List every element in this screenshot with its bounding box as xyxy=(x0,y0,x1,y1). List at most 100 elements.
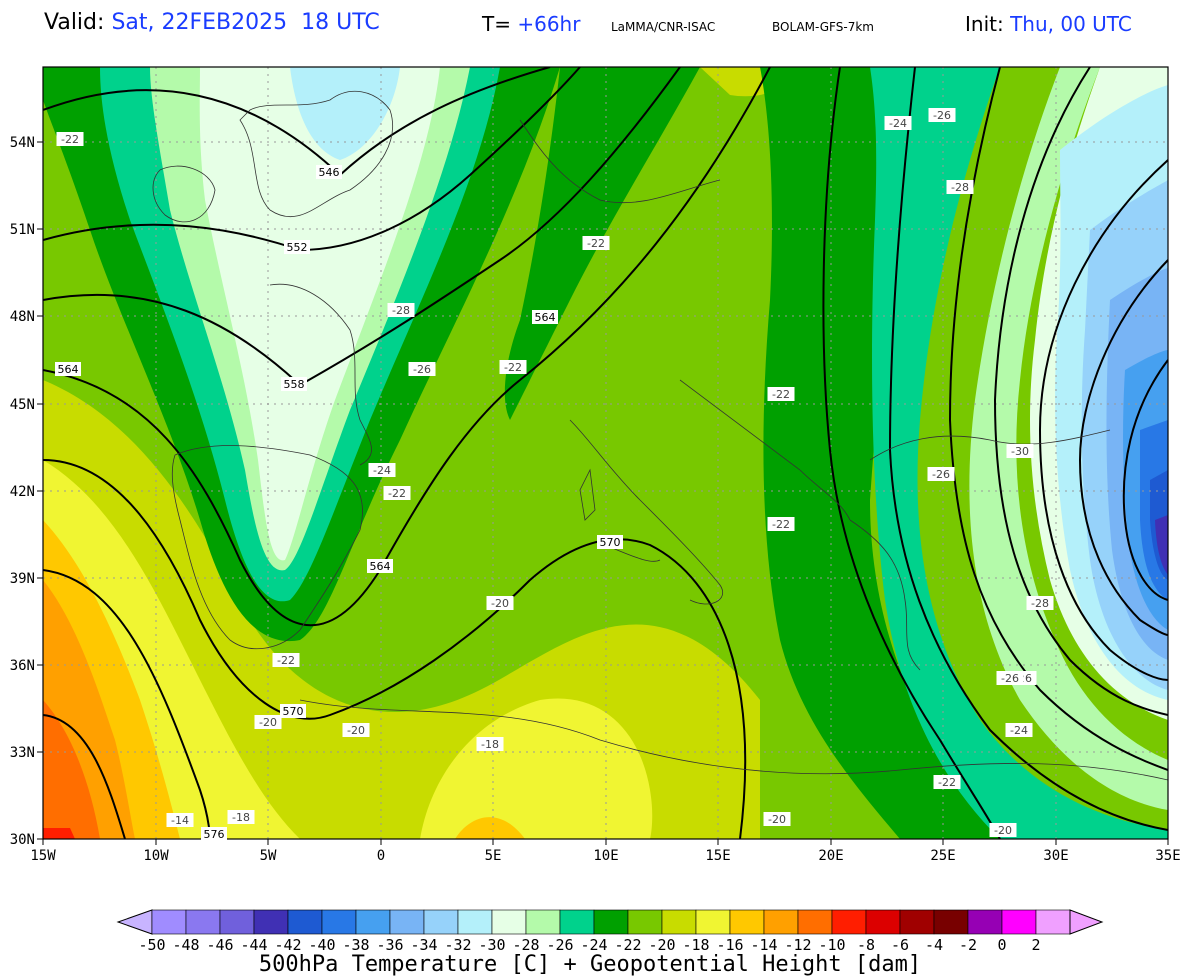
colorbar-swatch xyxy=(559,909,595,935)
colorbar-swatch xyxy=(321,909,357,935)
model-label: BOLAM-GFS-7km xyxy=(772,20,874,34)
height-label-bg xyxy=(597,535,623,549)
temp-contour-label: -22 xyxy=(587,237,605,250)
temp-label-bg xyxy=(56,132,84,146)
colorbar-label: -16 xyxy=(716,936,743,954)
colorbar-min-arrow xyxy=(116,909,153,935)
height-contour-label: 546 xyxy=(319,166,340,179)
colorbar-label: -6 xyxy=(891,936,909,954)
temperature-labels: -22 -22 -28 -26 -22 -22 -24 -22 -22 -20 -22 -20 -20 -… xyxy=(56,108,1054,837)
longitude-ticks: 15W 10W 5W 0 5E 10E 15E 20E 25E 30E 35E xyxy=(30,839,1180,864)
temp-contour-label: -30 xyxy=(1011,445,1029,458)
colorbar-label: -36 xyxy=(376,936,403,954)
temp-label-bg xyxy=(1026,596,1054,610)
temp-contour-label: -22 xyxy=(61,133,79,146)
temp-contour-label: -20 xyxy=(347,724,365,737)
colorbar-swatch xyxy=(355,909,391,935)
height-contour-label: 558 xyxy=(284,378,305,391)
colorbar-label: 0 xyxy=(997,936,1006,954)
colorbar-swatch xyxy=(865,909,901,935)
temp-contour-label: -26 xyxy=(933,109,951,122)
temp-contour-label: -28 xyxy=(392,304,410,317)
colorbar-swatch xyxy=(287,909,323,935)
temp-label-bg xyxy=(582,236,610,250)
colorbar-label: -48 xyxy=(172,936,199,954)
colorbar-swatch xyxy=(967,909,1003,935)
temp-contour-label: -28 xyxy=(951,181,969,194)
lon-tick-label: 25E xyxy=(930,848,955,864)
colorbar-label: -22 xyxy=(614,936,641,954)
temp-label-bg xyxy=(408,362,436,376)
colorbar-label: 2 xyxy=(1031,936,1040,954)
lon-tick-label: 0 xyxy=(377,848,385,864)
colorbar-swatch xyxy=(525,909,561,935)
lon-tick-label: 30E xyxy=(1043,848,1068,864)
colorbar-swatch xyxy=(763,909,799,935)
lat-tick-label: 30N xyxy=(10,832,35,848)
step-value: +66hr xyxy=(517,12,581,36)
colorbar-title: 500hPa Temperature [C] + Geopotential He… xyxy=(258,952,922,977)
temp-label-bg xyxy=(1006,444,1034,458)
colorbar-swatch xyxy=(151,909,187,935)
height-contour-label: 564 xyxy=(370,560,391,573)
lon-tick-label: 20E xyxy=(818,848,843,864)
step-label: T= xyxy=(482,12,511,36)
colorbar-label: -34 xyxy=(410,936,437,954)
temp-contour-label: -24 xyxy=(889,117,907,130)
colorbar-label: -44 xyxy=(240,936,267,954)
colorbar-label: -28 xyxy=(512,936,539,954)
height-labels: 546 552 558 564 564 564 570 570 576 xyxy=(55,165,623,841)
height-label-bg xyxy=(532,310,558,324)
colorbar: -50 -48 -46 -44 -42 -40 -38 -36 -34 -32 -30 -28 -26-… xyxy=(116,909,1104,954)
colorbar-label: -20 xyxy=(648,936,675,954)
temp-contour-label: -18 xyxy=(481,738,499,751)
temp-contour-label: -20 xyxy=(259,716,277,729)
coastlines xyxy=(152,91,1168,781)
lon-tick-label: 35E xyxy=(1155,848,1180,864)
temperature-field xyxy=(43,67,1168,839)
colorbar-label: -8 xyxy=(857,936,875,954)
colorbar-label: -18 xyxy=(682,936,709,954)
temp-label-bg xyxy=(933,775,961,789)
height-contour-label: 564 xyxy=(58,363,79,376)
init-value: Thu, 00 UTC xyxy=(1010,12,1132,36)
temp-label-bg xyxy=(989,823,1017,837)
height-label-bg xyxy=(201,827,227,841)
temp-contour-label: -20 xyxy=(768,813,786,826)
temp-label-bg xyxy=(486,596,514,610)
height-label-bg xyxy=(367,559,393,573)
colorbar-swatch xyxy=(253,909,289,935)
height-contour-label: 564 xyxy=(535,311,556,324)
colorbar-swatch xyxy=(797,909,833,935)
height-label-bg xyxy=(280,704,306,718)
colorbar-swatch xyxy=(491,909,527,935)
colorbar-swatch xyxy=(695,909,731,935)
temp-label-bg xyxy=(927,467,955,481)
colorbar-max-arrow xyxy=(1069,909,1104,935)
valid-value: Sat, 22FEB2025 18 UTC xyxy=(111,10,380,35)
temp-label-bg xyxy=(1005,723,1033,737)
colorbar-label: -50 xyxy=(138,936,165,954)
temp-label-bg xyxy=(254,715,282,729)
height-label-bg xyxy=(55,362,81,376)
source-label: LaMMA/CNR-ISAC xyxy=(611,20,716,34)
colorbar-label: -14 xyxy=(750,936,777,954)
colorbar-swatch xyxy=(185,909,221,935)
colorbar-label: -24 xyxy=(580,936,607,954)
colorbar-swatch xyxy=(899,909,935,935)
colorbar-swatch xyxy=(729,909,765,935)
temp-contour-label: -22 xyxy=(938,776,956,789)
temp-label-bg xyxy=(928,108,956,122)
temp-contour-label: -24 xyxy=(373,464,391,477)
colorbar-swatch xyxy=(831,909,867,935)
temp-label-bg xyxy=(884,116,912,130)
latitude-ticks: 30N 33N 36N 39N 42N 45N 48N 51N 54N xyxy=(10,135,43,848)
temp-contour-label: -24 xyxy=(1010,724,1028,737)
lon-tick-label: 15W xyxy=(30,848,56,864)
colorbar-label: -42 xyxy=(274,936,301,954)
lat-tick-label: 33N xyxy=(10,745,35,761)
colorbar-label: -26 xyxy=(546,936,573,954)
lat-tick-label: 39N xyxy=(10,571,35,587)
colorbar-label: -46 xyxy=(206,936,233,954)
